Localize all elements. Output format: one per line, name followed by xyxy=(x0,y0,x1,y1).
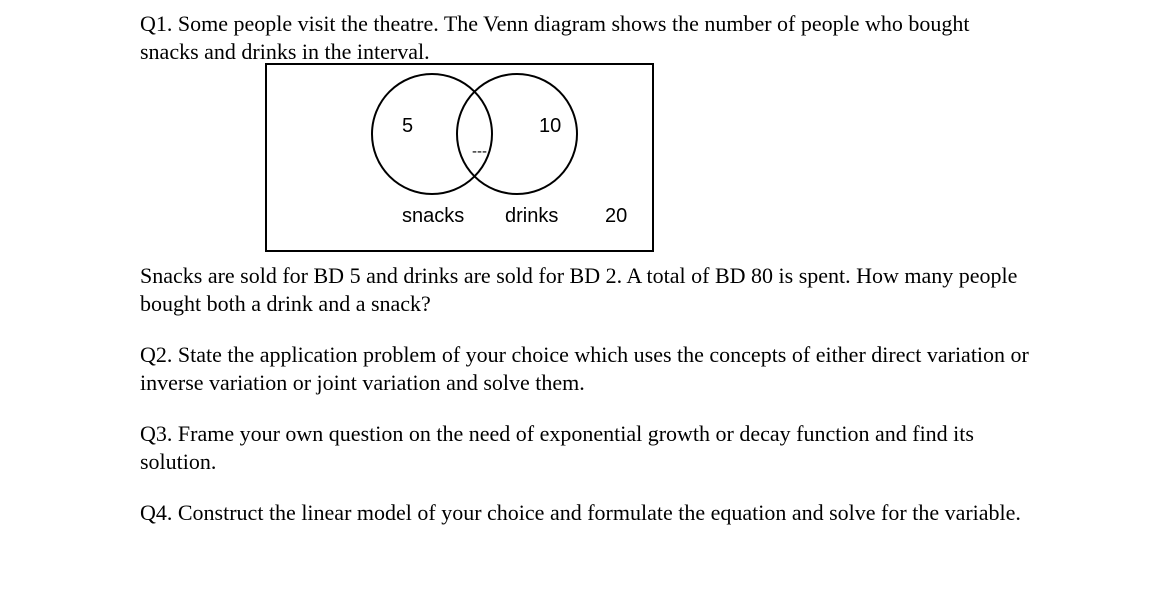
venn-label-left: snacks xyxy=(402,205,464,228)
q4-text: Q4. Construct the linear model of your c… xyxy=(140,499,1030,527)
q1-intro: Q1. Some people visit the theatre. The V… xyxy=(140,10,1030,65)
page: Q1. Some people visit the theatre. The V… xyxy=(0,0,1170,614)
q3-text: Q3. Frame your own question on the need … xyxy=(140,420,1030,475)
q2-text: Q2. State the application problem of you… xyxy=(140,341,1030,396)
venn-container: 5 --- 10 snacks drinks 20 xyxy=(265,63,654,252)
q1-after: Snacks are sold for BD 5 and drinks are … xyxy=(140,262,1030,317)
venn-value-outside: 20 xyxy=(605,205,627,228)
venn-label-right: drinks xyxy=(505,205,558,228)
venn-value-left: 5 xyxy=(402,115,413,138)
venn-value-intersection: --- xyxy=(472,143,487,160)
venn-value-right: 10 xyxy=(539,115,561,138)
